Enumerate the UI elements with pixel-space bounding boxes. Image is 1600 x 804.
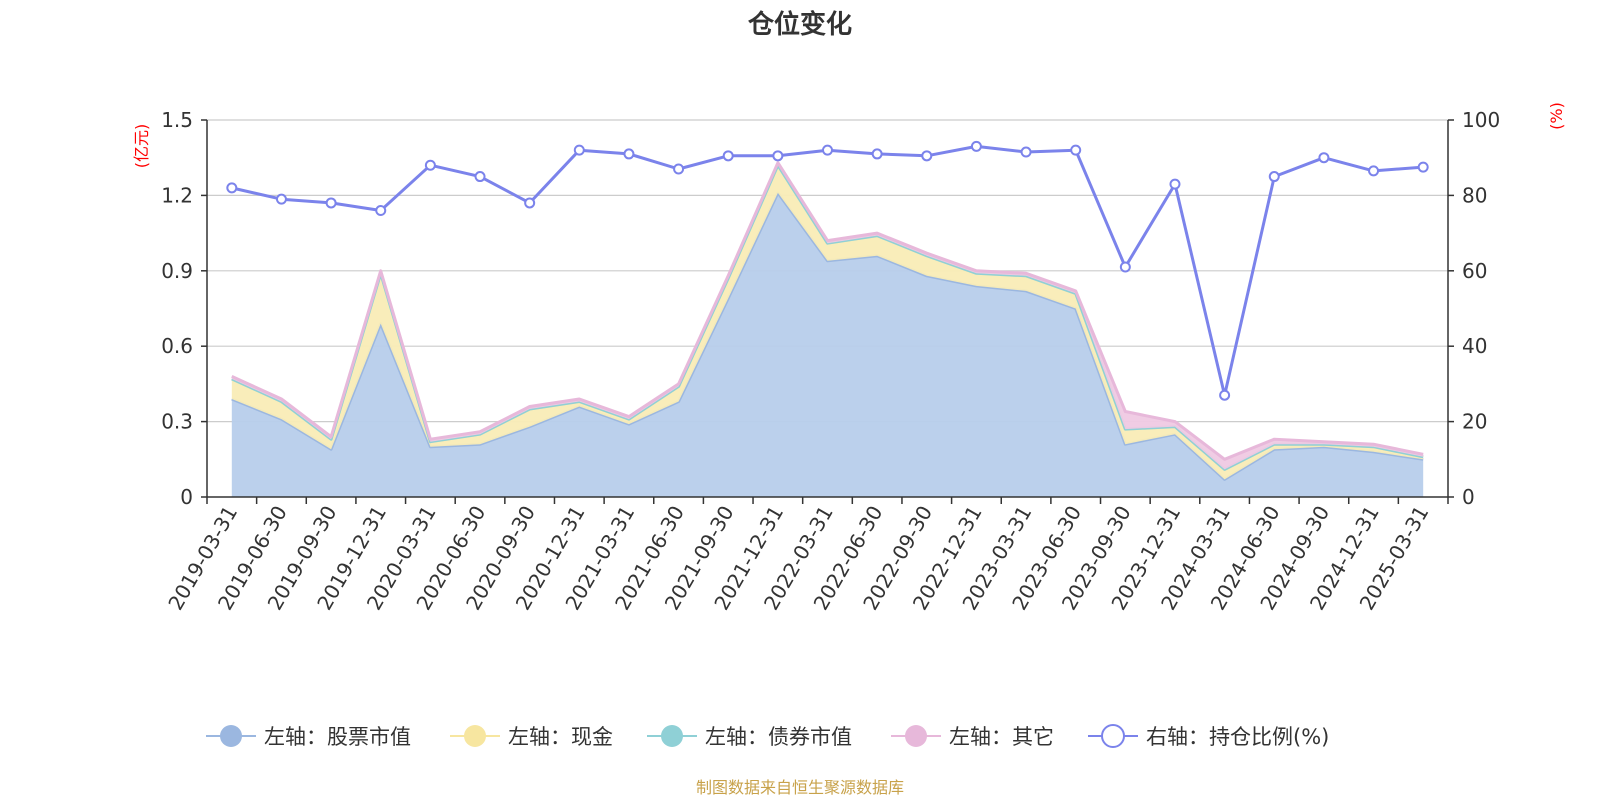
- ratio-point: [1219, 389, 1231, 401]
- area-edge-4: [231, 161, 1424, 461]
- ratio-point: [822, 144, 833, 156]
- y-right-tick-label: 40: [1462, 334, 1487, 358]
- y-left-tick-label: 0.6: [161, 334, 193, 358]
- y-right-tick-label: 60: [1462, 259, 1487, 283]
- source-note: 制图数据来自恒生聚源数据库: [696, 778, 904, 797]
- ratio-point: [1119, 261, 1131, 273]
- legend-label: 右轴：持仓比例(%): [1146, 725, 1329, 749]
- legend-item: 右轴：持仓比例(%): [1088, 724, 1329, 749]
- y-left-tick-label: 1.2: [161, 183, 193, 207]
- area-series: [231, 161, 1424, 497]
- ratio-point: [474, 171, 486, 183]
- ratio-point: [1020, 146, 1032, 158]
- ratio-point: [921, 150, 933, 162]
- ratio-point: [1169, 178, 1181, 190]
- legend-label: 左轴：其它: [949, 725, 1054, 749]
- legend-marker-icon: [905, 725, 927, 747]
- legend-marker-icon: [464, 725, 486, 747]
- legend-label: 左轴：股票市值: [264, 725, 411, 749]
- legend-marker-icon: [1101, 724, 1125, 748]
- y-right-tick-label: 100: [1462, 108, 1500, 132]
- ratio-point: [275, 193, 287, 205]
- y-left-tick-label: 0: [180, 485, 193, 509]
- y-left-unit: (亿元): [132, 124, 151, 169]
- chart-title: 仓位变化: [747, 9, 852, 40]
- legend-item: 左轴：其它: [891, 725, 1054, 749]
- ratio-point: [573, 144, 585, 156]
- y-right-unit: (%): [1547, 102, 1566, 130]
- legend-marker-icon: [220, 725, 242, 747]
- y-right-tick-label: 0: [1462, 485, 1475, 509]
- ratio-point: [871, 148, 883, 160]
- y-right-tick-label: 20: [1462, 410, 1487, 434]
- ratio-line-series: [226, 140, 1429, 401]
- y-left-tick-label: 0.3: [161, 410, 193, 434]
- area-1: [231, 192, 1424, 497]
- legend-label: 左轴：现金: [508, 725, 613, 749]
- legend-item: 左轴：债券市值: [647, 725, 852, 749]
- ratio-point: [970, 140, 982, 152]
- ratio-point: [424, 159, 436, 171]
- ratio-point: [524, 197, 536, 209]
- y-left-tick-label: 0.9: [161, 259, 193, 283]
- ratio-point: [772, 150, 784, 162]
- ratio-point: [1070, 144, 1082, 156]
- ratio-point: [1368, 165, 1380, 177]
- ratio-point: [226, 182, 238, 194]
- y-right-tick-label: 80: [1462, 183, 1487, 207]
- legend-item: 左轴：股票市值: [206, 725, 411, 749]
- legend-item: 左轴：现金: [450, 725, 613, 749]
- ratio-point: [1268, 171, 1280, 183]
- ratio-point: [325, 197, 337, 209]
- ratio-point: [623, 148, 635, 160]
- ratio-point: [1417, 161, 1429, 173]
- ratio-point: [1318, 152, 1330, 164]
- legend: 左轴：股票市值 左轴：现金 左轴：债券市值 左轴：其它 右轴：持仓比例(%): [206, 724, 1329, 749]
- legend-marker-icon: [661, 725, 683, 747]
- ratio-point: [722, 150, 734, 162]
- y-left-tick-label: 1.5: [161, 108, 193, 132]
- ratio-point: [673, 163, 685, 175]
- ratio-point: [375, 204, 387, 216]
- legend-label: 左轴：债券市值: [705, 725, 852, 749]
